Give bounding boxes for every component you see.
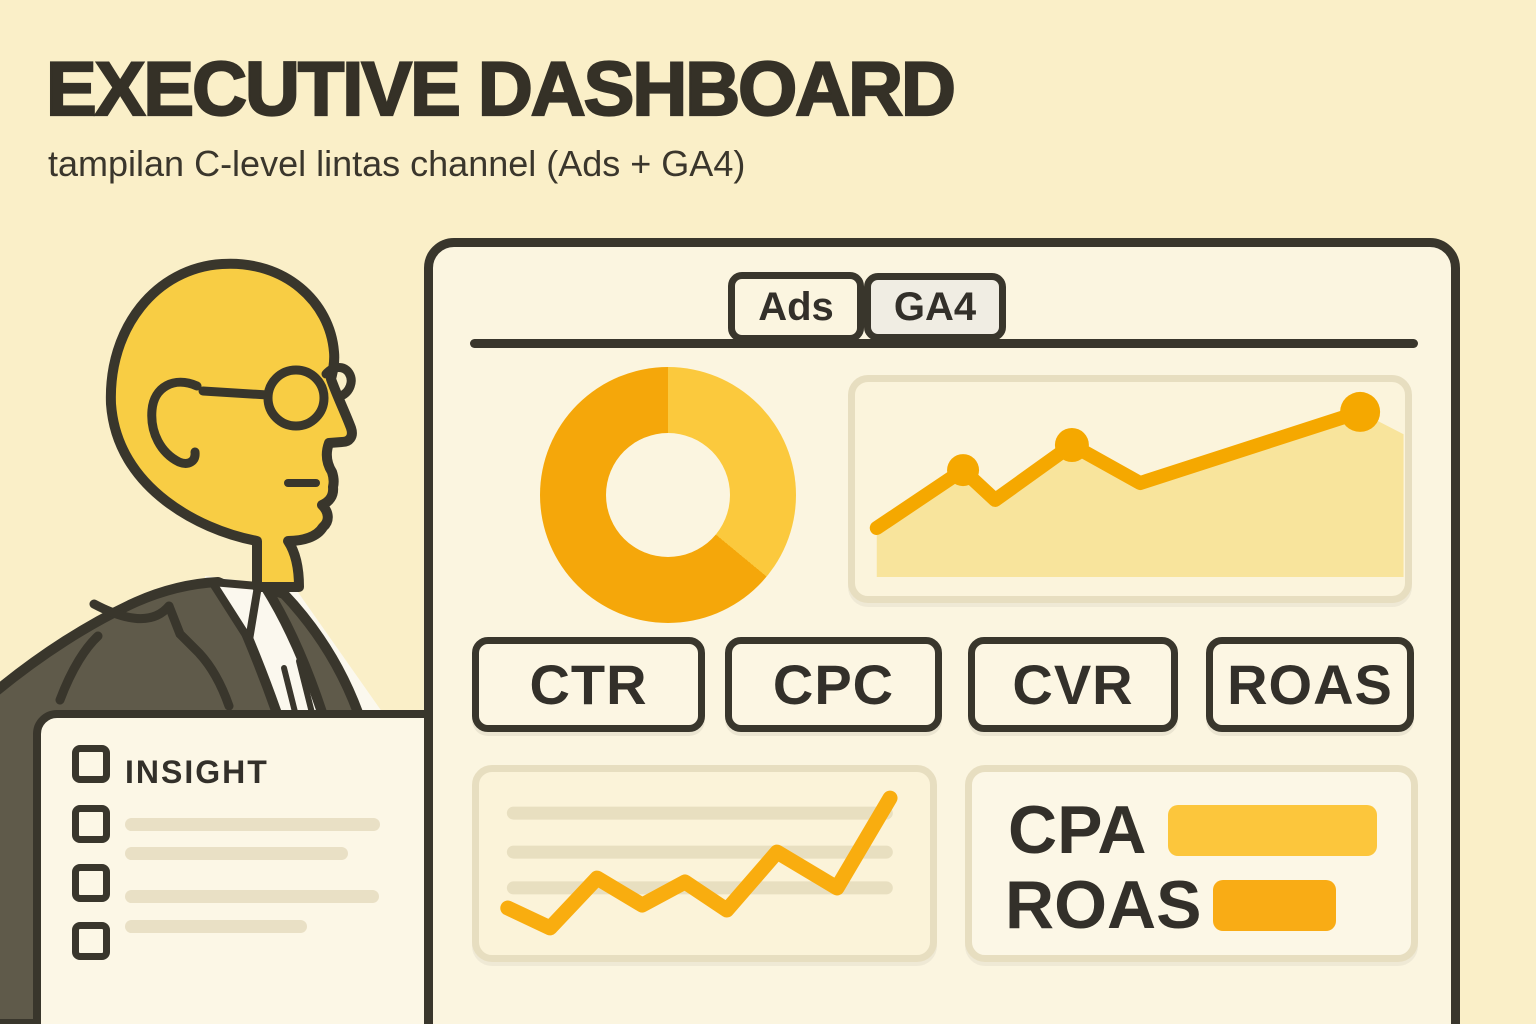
page-subtitle: tampilan C-level lintas channel (Ads + G… — [48, 143, 746, 184]
kpi-chip-cpc[interactable]: CPC — [725, 637, 942, 732]
data-point-marker — [1054, 427, 1089, 462]
dashboard-panel: Ads GA4 CTR CPC CVR ROAS CPA ROAS — [424, 238, 1460, 1024]
head-profile — [105, 258, 357, 592]
insight-title: INSIGHT — [125, 754, 269, 790]
page-title: EXECUTIVE DASHBOARD — [45, 47, 957, 132]
glasses-icon — [198, 363, 356, 431]
cpa-roas-card: CPA ROAS — [965, 765, 1418, 962]
trend-chart-card — [848, 375, 1412, 603]
insight-placeholder-line — [125, 890, 379, 903]
insight-checkbox-1[interactable] — [72, 745, 110, 783]
insight-checkbox-3[interactable] — [72, 864, 110, 902]
data-point-marker — [947, 454, 980, 487]
insight-checkbox-2[interactable] — [72, 805, 110, 843]
donut-hole — [606, 433, 730, 557]
roas-label: ROAS — [1005, 867, 1202, 943]
tab-underline — [470, 339, 1418, 348]
insight-placeholder-line — [125, 847, 348, 860]
insight-panel: INSIGHT — [33, 710, 433, 1024]
performance-line-chart — [500, 790, 898, 936]
tab-ga4[interactable]: GA4 — [864, 273, 1006, 341]
collar-flap — [208, 578, 262, 644]
kpi-chip-ctr[interactable]: CTR — [472, 637, 705, 732]
performance-line — [500, 790, 898, 936]
insight-placeholder-line — [125, 920, 307, 933]
performance-chart-card — [472, 765, 937, 962]
channel-share-donut — [540, 367, 796, 623]
cpa-label: CPA — [1008, 792, 1147, 868]
gridline — [506, 806, 893, 820]
trend-area-chart — [869, 391, 1404, 578]
trend-line — [869, 404, 1368, 535]
lapel-roll-line — [55, 599, 234, 711]
insight-placeholder-line — [125, 818, 380, 831]
kpi-chip-cvr[interactable]: CVR — [968, 637, 1178, 732]
insight-checkbox-4[interactable] — [72, 922, 110, 960]
kpi-chip-roas[interactable]: ROAS — [1206, 637, 1414, 732]
cpa-bar — [1168, 805, 1377, 856]
roas-bar — [1213, 880, 1336, 931]
gridline — [506, 845, 893, 859]
area-fill — [876, 411, 1404, 578]
data-point-marker — [1340, 391, 1381, 432]
tab-ads[interactable]: Ads — [728, 272, 864, 342]
ear-line — [147, 377, 202, 468]
